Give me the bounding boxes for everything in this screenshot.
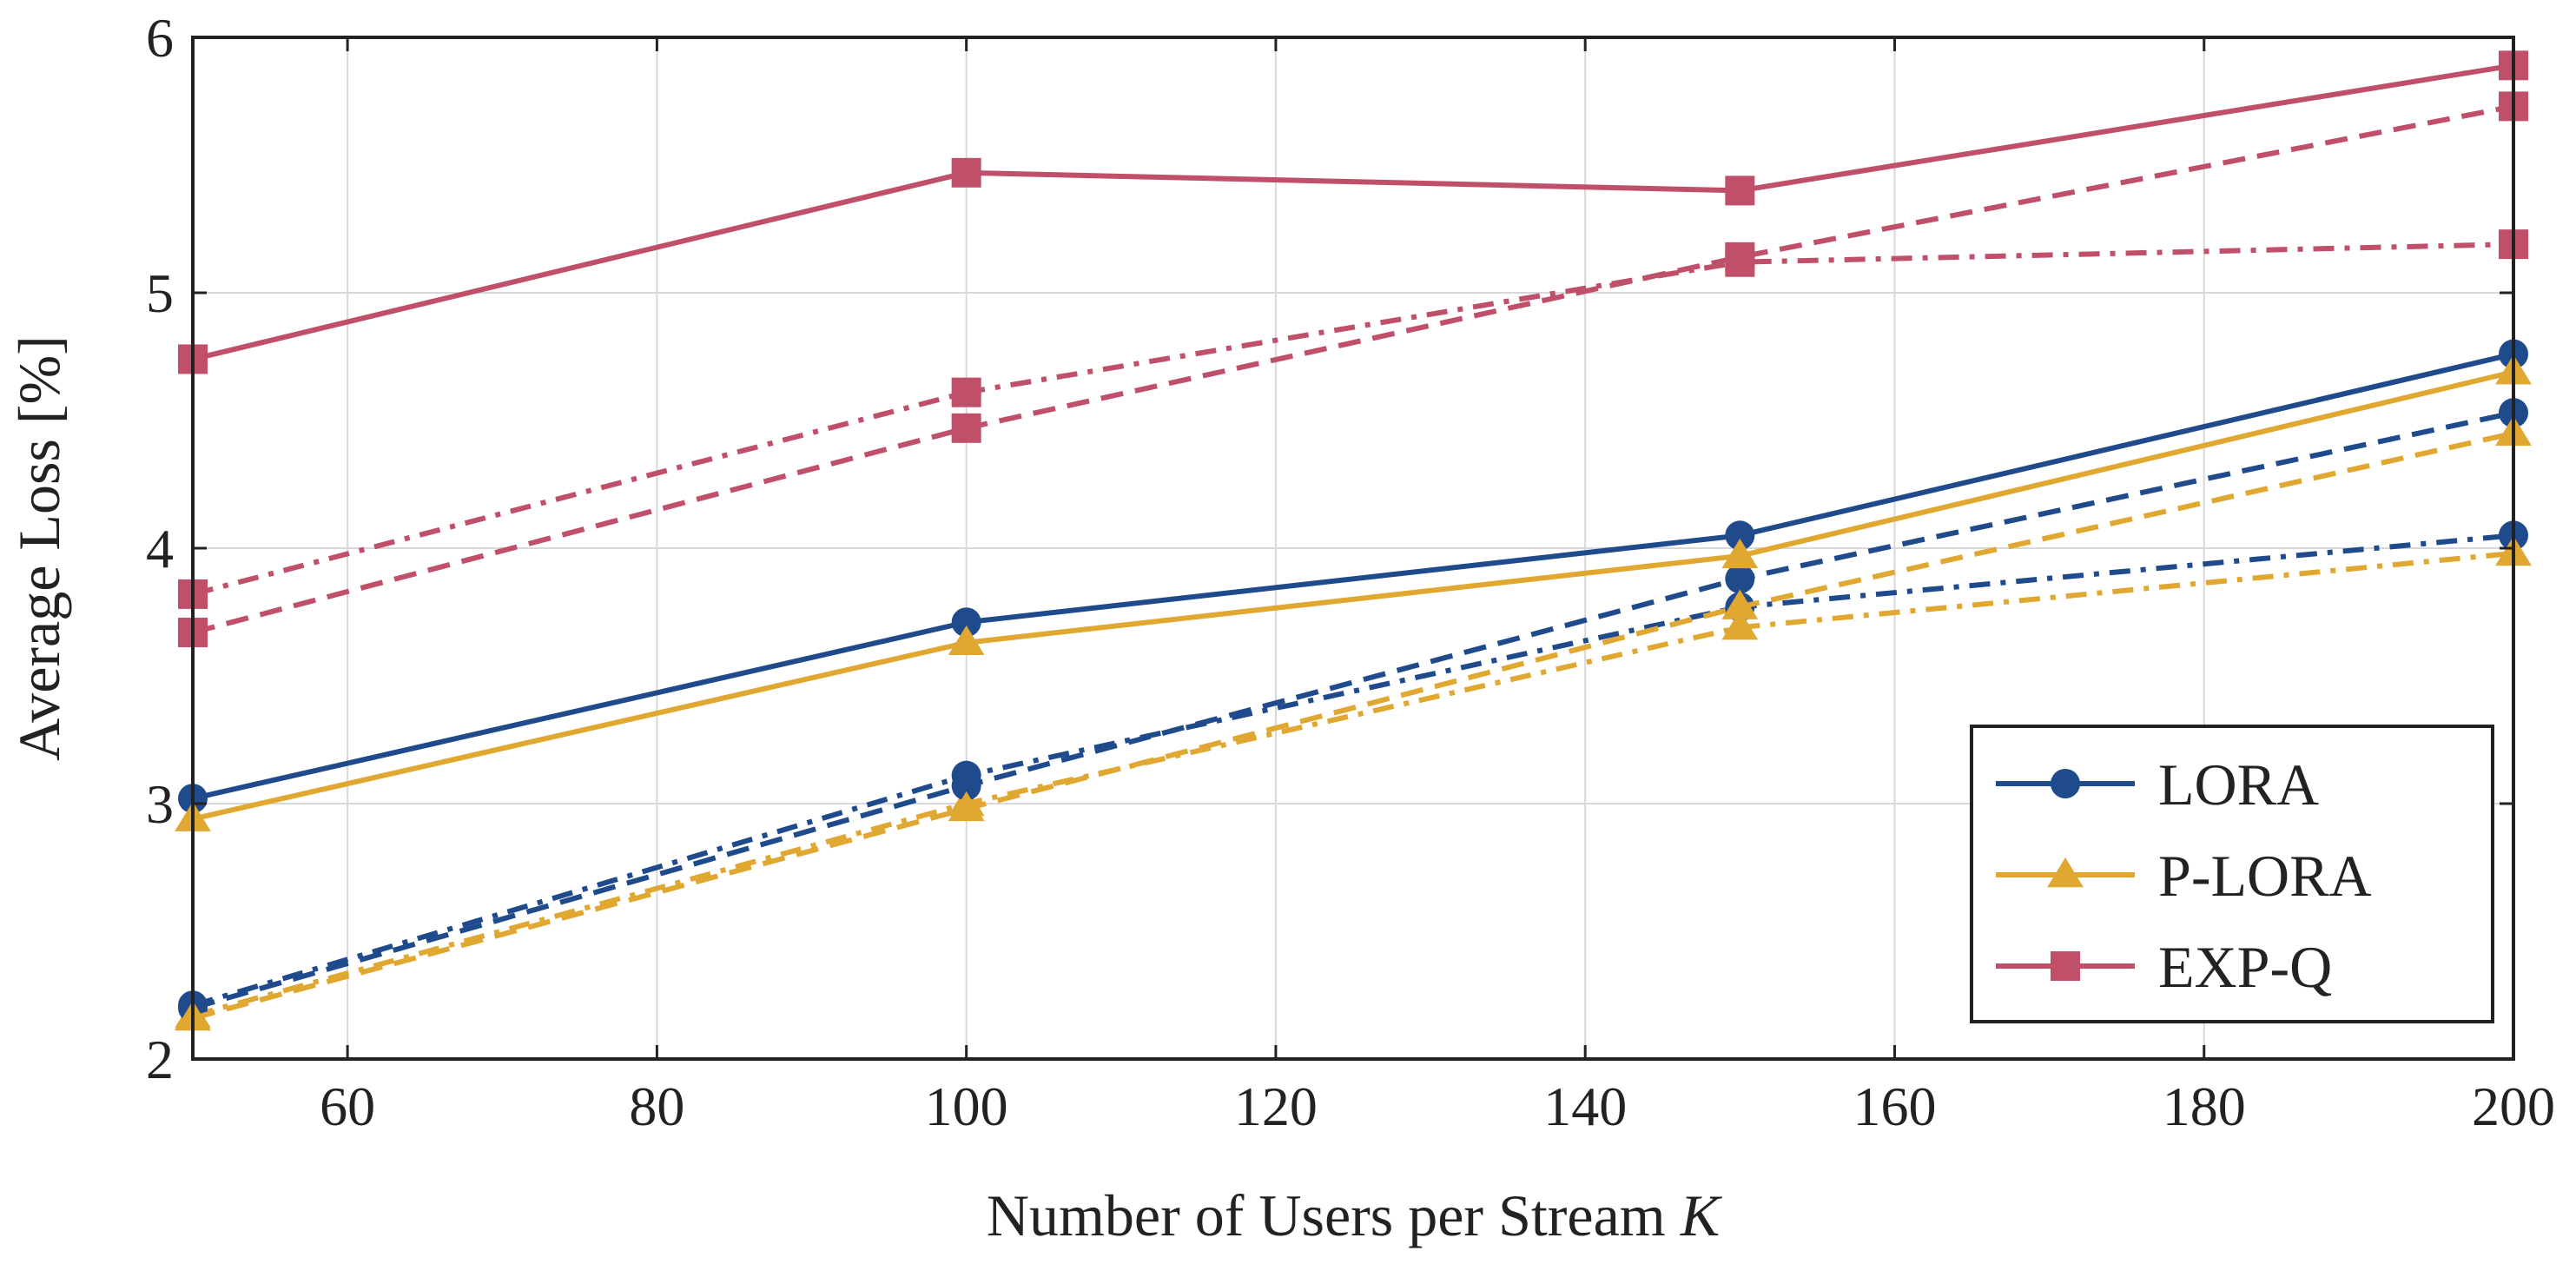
y-tick-label: 5 [146,262,174,324]
legend-marker [2051,769,2080,798]
y-tick-label: 6 [146,7,174,69]
series-line [192,351,2514,802]
legend-label: P-LORA [2158,843,2372,909]
x-tick-label: 60 [320,1076,375,1137]
data-point [951,377,981,407]
data-point [1725,564,1755,594]
series-line [192,63,2514,362]
y-axis-title: Average Loss [%] [6,335,72,761]
legend-label: EXP-Q [2158,934,2332,1000]
data-point [1725,242,1755,272]
x-axis-title: Number of Users per Stream K [987,1182,1723,1248]
x-tick-label: 160 [1853,1076,1936,1137]
legend-item-lora: LORA [1996,751,2319,818]
legend-item-exp-q: EXP-Q [1996,934,2332,1000]
x-tick-label: 80 [629,1076,684,1137]
data-point [951,157,981,188]
series-exp-q-solid [178,50,2528,374]
legend: LORA P-LORA EXP-Q [1970,725,2494,1023]
series-line [192,550,2514,1018]
x-tick-label: 140 [1543,1076,1627,1137]
x-tick-label: 200 [2472,1076,2555,1137]
data-point [951,413,981,443]
series-exp-q-dashed [178,91,2528,648]
data-point [1721,538,1759,569]
series-layer [175,50,2532,1031]
series-line [192,369,2514,822]
series-line [192,410,2514,1011]
series-line [192,430,2514,1021]
y-tick-label: 4 [146,518,174,579]
series-lora-solid [178,339,2528,814]
x-tick-label: 120 [1234,1076,1318,1137]
legend-label: LORA [2158,751,2319,818]
y-tick-label: 2 [146,1029,174,1090]
series-line [192,103,2514,635]
data-point [1721,610,1759,640]
series-line [192,242,2514,597]
legend-marker [2047,857,2084,888]
data-point [948,625,985,656]
legend-item-p-lora: P-LORA [1996,843,2372,909]
x-tick-label: 100 [925,1076,1008,1137]
y-tick-label: 3 [146,773,174,835]
data-point [1725,520,1755,551]
data-point [1721,589,1759,619]
data-point [951,771,981,801]
data-point [948,791,985,822]
x-tick-label: 180 [2163,1076,2246,1137]
series-p-lora-dashed [175,415,2532,1031]
legend-marker [2051,951,2080,981]
data-point [1725,175,1755,206]
data-point [951,607,981,638]
ticks: 60 80 100 120 140 160 180 200 2 3 4 5 6 [146,7,2555,1137]
series-exp-q-dashdot [178,229,2528,609]
series-line [192,533,2514,1009]
